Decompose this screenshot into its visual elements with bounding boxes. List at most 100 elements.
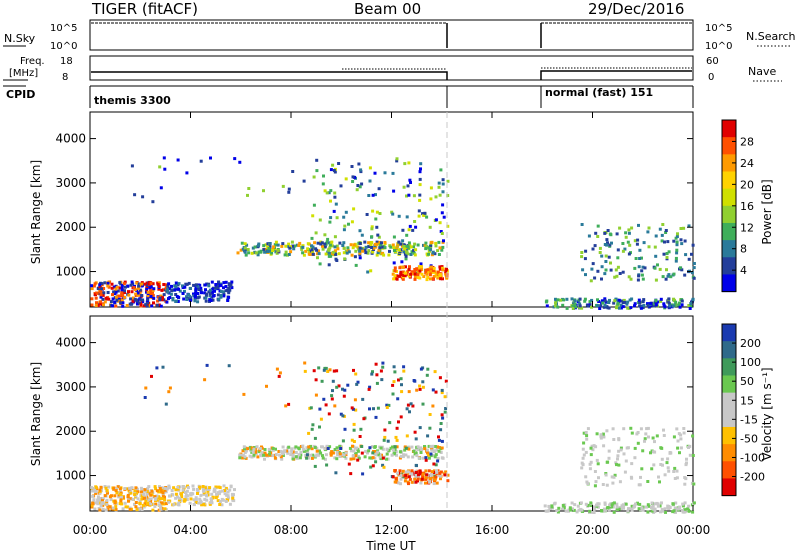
velocity-cell: [675, 476, 679, 480]
power-cell: [177, 282, 181, 286]
velocity-cell: [214, 485, 218, 489]
velocity-cell: [174, 492, 178, 496]
power-cell: [344, 249, 348, 253]
velocity-cell: [194, 496, 198, 500]
velocity-cell: [577, 508, 581, 512]
power-cell: [230, 280, 234, 284]
power-cell: [197, 287, 201, 291]
power-cell: [556, 305, 560, 309]
velocity-cell: [147, 498, 151, 502]
velocity-ytick-label: 1000: [55, 469, 86, 483]
power-cell: [193, 297, 197, 301]
power-cell: [222, 290, 226, 294]
velocity-cell: [185, 489, 189, 493]
velocity-cell: [599, 434, 603, 438]
velocity-cell: [121, 507, 125, 511]
velocity-cell: [439, 422, 443, 425]
velocity-cell: [118, 487, 122, 491]
power-cell: [590, 298, 594, 302]
velocity-cell: [142, 505, 146, 509]
power-cell: [222, 281, 226, 285]
power-cell: [388, 249, 391, 253]
velocity-cell: [319, 417, 323, 421]
power-cell: [207, 284, 211, 288]
velocity-cell: [605, 429, 609, 433]
velocity-cell: [279, 455, 283, 459]
power-cell: [427, 252, 431, 256]
velocity-cell: [662, 428, 665, 432]
power-cell: [331, 250, 335, 254]
velocity-cell: [218, 500, 222, 503]
power-cell: [383, 241, 387, 244]
power-cell: [661, 223, 665, 226]
power-cell: [604, 254, 608, 258]
velocity-cell: [218, 503, 222, 506]
power-cell: [407, 268, 411, 271]
velocity-cell: [352, 457, 356, 461]
velocity-cell: [297, 446, 301, 450]
velocity-cell: [593, 484, 597, 488]
velocity-cell: [557, 506, 561, 510]
power-cell: [674, 256, 678, 260]
power-cell: [243, 246, 247, 250]
velocity-cell: [398, 450, 402, 454]
velocity-cell: [374, 450, 377, 453]
velocity-colorbar-tick-label: -50: [740, 432, 758, 445]
power-cell: [211, 294, 215, 298]
velocity-cell: [439, 477, 442, 481]
velocity-cell: [110, 494, 113, 498]
velocity-cell: [586, 503, 590, 507]
velocity-cell: [174, 488, 178, 492]
velocity-cell: [639, 427, 643, 431]
power-cell: [638, 257, 642, 260]
velocity-cell: [352, 422, 356, 426]
velocity-cell: [91, 502, 95, 506]
power-cell: [205, 292, 208, 296]
velocity-cell: [284, 404, 288, 408]
velocity-cell: [645, 427, 649, 431]
power-cell: [198, 283, 202, 287]
nsky-strip-frame: [89, 19, 694, 51]
power-cell: [438, 267, 442, 271]
power-cell: [606, 241, 609, 245]
velocity-cell: [576, 504, 580, 508]
velocity-cell: [203, 378, 207, 382]
velocity-cell: [659, 510, 662, 514]
power-cell: [363, 248, 367, 252]
velocity-cell: [158, 487, 162, 490]
power-cell: [401, 265, 405, 269]
power-cell: [432, 275, 436, 278]
velocity-cell: [395, 453, 398, 457]
power-cell: [580, 251, 584, 254]
power-cell: [646, 302, 649, 306]
power-cell: [358, 253, 362, 257]
velocity-cell: [390, 453, 394, 457]
velocity-cell: [331, 379, 335, 383]
power-cell: [291, 244, 295, 248]
velocity-cell: [374, 460, 378, 464]
velocity-cell: [607, 449, 611, 453]
velocity-cell: [368, 385, 372, 389]
power-cell: [654, 303, 658, 307]
power-cell: [145, 290, 148, 294]
power-cell: [401, 270, 405, 274]
power-cell: [642, 241, 646, 245]
power-cell: [101, 293, 105, 297]
velocity-cell: [354, 454, 358, 458]
velocity-cell: [438, 471, 442, 475]
power-cell: [315, 169, 319, 173]
velocity-cell: [342, 453, 346, 457]
velocity-cell: [673, 506, 677, 510]
velocity-cell: [652, 463, 656, 467]
velocity-cell: [386, 457, 390, 461]
velocity-cell: [157, 499, 161, 503]
velocity-cell: [285, 449, 288, 453]
power-cell: [660, 239, 664, 243]
power-cell: [116, 289, 120, 293]
power-cell: [679, 238, 683, 242]
velocity-cell: [429, 454, 433, 458]
power-cell: [354, 263, 358, 267]
power-cell: [251, 246, 255, 250]
power-cell: [422, 243, 425, 247]
power-cell: [628, 243, 632, 247]
